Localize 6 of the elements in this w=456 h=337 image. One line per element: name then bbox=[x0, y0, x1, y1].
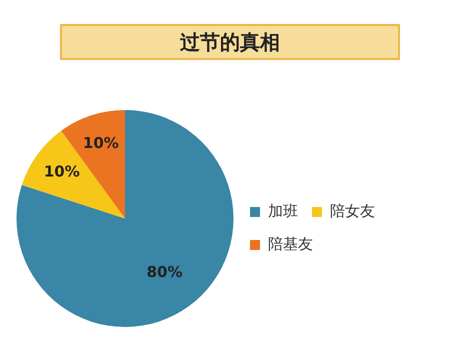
legend-label: 陪基友 bbox=[268, 235, 313, 254]
data-label: 10% bbox=[44, 162, 80, 180]
data-label: 80% bbox=[146, 262, 182, 281]
data-label: 10% bbox=[82, 134, 119, 152]
legend-label: 陪女友 bbox=[330, 202, 375, 221]
legend-label: 加班 bbox=[268, 202, 298, 221]
